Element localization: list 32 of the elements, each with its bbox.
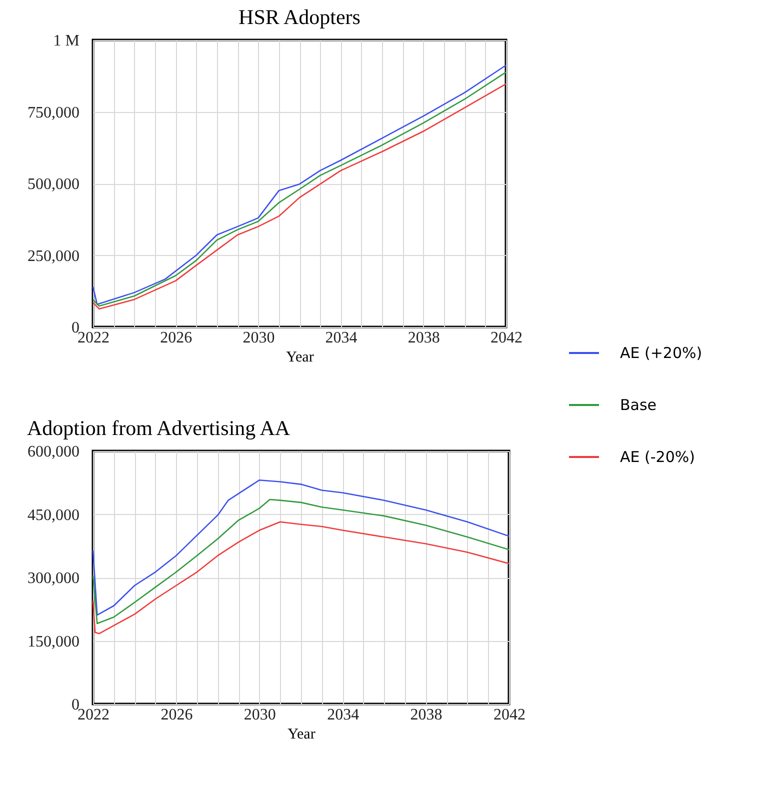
x-tick-label: 2030	[242, 330, 275, 346]
line-series	[92, 479, 510, 616]
x-tick-label: 2026	[160, 706, 193, 724]
y-tick-label: 150,000	[28, 633, 80, 650]
line-series	[92, 498, 510, 624]
x-tick-label: 2026	[160, 330, 192, 346]
x-tick-label: 2030	[244, 706, 276, 724]
y-tick-label: 600,000	[28, 444, 80, 460]
legend-label: AE (+20%)	[620, 344, 702, 362]
y-tick-label: 450,000	[28, 506, 80, 524]
legend-label: Base	[620, 396, 657, 414]
chart-title: HSR Adopters	[238, 5, 360, 29]
x-tick-label: 2042	[490, 330, 522, 346]
x-axis-title: Year	[288, 726, 316, 742]
y-tick-label: 300,000	[28, 570, 80, 587]
legend-label: AE (-20%)	[620, 448, 695, 466]
y-tick-label: 0	[72, 320, 80, 336]
y-tick-label: 250,000	[28, 248, 80, 265]
x-axis-title: Year	[286, 350, 314, 366]
line-series	[92, 521, 510, 634]
chart-title: Adoption from Advertising AA	[27, 416, 291, 440]
x-tick-label: 2038	[408, 330, 440, 346]
x-tick-label: 2038	[410, 706, 442, 724]
y-tick-label: 1 M	[53, 32, 80, 50]
y-tick-label: 500,000	[28, 176, 80, 193]
x-tick-label: 2022	[78, 330, 110, 346]
x-tick-label: 2034	[325, 330, 358, 346]
y-tick-label: 750,000	[28, 104, 80, 122]
x-tick-label: 2034	[327, 706, 360, 724]
y-tick-label: 0	[72, 696, 80, 714]
x-tick-label: 2042	[494, 706, 526, 724]
x-tick-label: 2022	[78, 706, 110, 724]
